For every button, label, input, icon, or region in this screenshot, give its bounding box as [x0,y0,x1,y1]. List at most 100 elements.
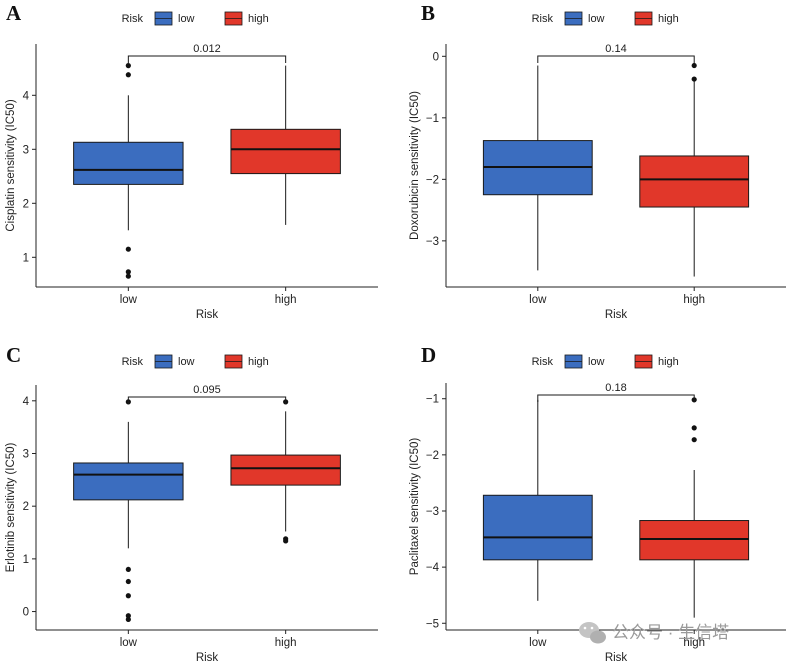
outlier-point [125,578,131,585]
box-high [230,399,341,544]
y-tick-label: −1 [426,113,439,125]
legend: Risk low high [532,354,679,369]
outlier-point [691,62,697,69]
outlier-point [125,72,131,78]
p-value-bracket: 0.14 [537,43,695,63]
box-low [482,399,593,601]
legend-title: Risk [532,356,554,368]
outlier-point [691,76,697,82]
y-tick-label: 1 [23,554,29,566]
box-iqr [482,494,593,561]
y-tick-label: 2 [23,198,29,210]
y-tick-label: 1 [23,252,29,264]
bracket-line [537,55,695,63]
y-tick-label: 3 [23,144,29,156]
x-tick-label-high: high [275,294,297,306]
panel-d: D Risk low high −5 −4 −3 −2 −1 Paclitaxel sensiti… [409,343,786,664]
box-iqr [639,155,750,208]
outlier-point [125,613,131,619]
panel-a: A Risk low high 1 2 3 4 Cisplatin sensitivity (I… [5,1,378,321]
legend-label-low: low [178,13,195,25]
x-tick-label-high: high [683,637,705,649]
x-tick-label-low: low [120,637,138,649]
panel-letter: B [421,1,435,25]
panel-letter: D [421,343,436,367]
y-axis-label: Cisplatin sensitivity (IC50) [5,99,17,231]
legend-label-high: high [248,356,269,368]
legend-title: Risk [122,13,144,25]
y-tick-label: −3 [426,506,439,518]
x-tick-label-low: low [529,294,547,306]
box-low [73,63,184,279]
x-tick-label-high: high [683,294,705,306]
watermark: 公众号 · 生信塔 [579,622,729,644]
y-tick-label: 0 [433,51,439,63]
legend-title: Risk [532,13,554,25]
p-value-bracket: 0.095 [127,384,287,404]
outlier-point [125,566,131,573]
watermark-text: 公众号 · 生信塔 [612,623,729,642]
y-tick-label: 3 [23,448,29,460]
y-tick-label: −3 [426,236,439,248]
panel-letter: C [6,343,21,367]
y-tick-label: −2 [426,450,439,462]
legend-label-high: high [658,356,679,368]
p-value-bracket: 0.18 [537,382,695,402]
x-axis-label: Risk [605,309,628,321]
wechat-icon [579,622,606,644]
legend-label-low: low [588,356,605,368]
y-tick-label: −2 [426,174,439,186]
legend-label-high: high [658,13,679,25]
bracket-line [127,396,287,404]
box-high [639,62,750,277]
outlier-point [283,538,289,544]
x-tick-label-high: high [275,637,297,649]
legend: Risk low high [122,354,269,369]
y-tick-label: 2 [23,501,29,513]
outlier-point [691,425,697,431]
y-axis-label: Erlotinib sensitivity (IC50) [5,442,17,572]
box-iqr [230,128,341,175]
y-tick-label: 4 [23,90,30,102]
box-iqr [230,454,341,486]
outlier-point [125,593,131,599]
panel-letter: A [6,1,22,25]
y-tick-label: −1 [426,394,439,406]
legend: Risk low high [532,11,679,26]
legend: Risk low high [122,11,269,26]
y-tick-label: −4 [426,562,440,574]
box-high [230,65,341,225]
y-tick-label: −5 [426,618,439,630]
box-low [73,399,184,623]
p-value-label: 0.18 [605,382,626,394]
bracket-line [127,55,287,63]
outlier-point [125,273,131,279]
box-low [482,65,593,271]
bracket-line [537,394,695,402]
box-high [639,397,750,618]
x-axis-label: Risk [196,309,219,321]
p-value-label: 0.012 [193,43,221,55]
outlier-point [691,437,697,443]
box-iqr [73,462,184,501]
x-tick-label-low: low [120,294,138,306]
outlier-point [125,246,131,252]
y-tick-label: 0 [23,607,29,619]
y-tick-label: 4 [23,396,30,408]
x-axis-label: Risk [196,652,219,664]
outlier-point [125,63,131,69]
legend-label-low: low [588,13,605,25]
p-value-bracket: 0.012 [127,43,287,63]
legend-title: Risk [122,356,144,368]
p-value-label: 0.095 [193,384,221,396]
legend-label-high: high [248,13,269,25]
outlier-point [125,269,131,275]
box-iqr [639,520,750,561]
panel-c: C Risk low high 0 1 2 3 4 Erlotinib sensitivity (… [5,343,378,664]
y-axis-label: Doxorubicin sensitivity (IC50) [409,91,421,240]
y-axis-label: Paclitaxel sensitivity (IC50) [409,438,421,576]
box-iqr [73,141,184,185]
x-tick-label-low: low [529,637,547,649]
p-value-label: 0.14 [605,43,626,55]
